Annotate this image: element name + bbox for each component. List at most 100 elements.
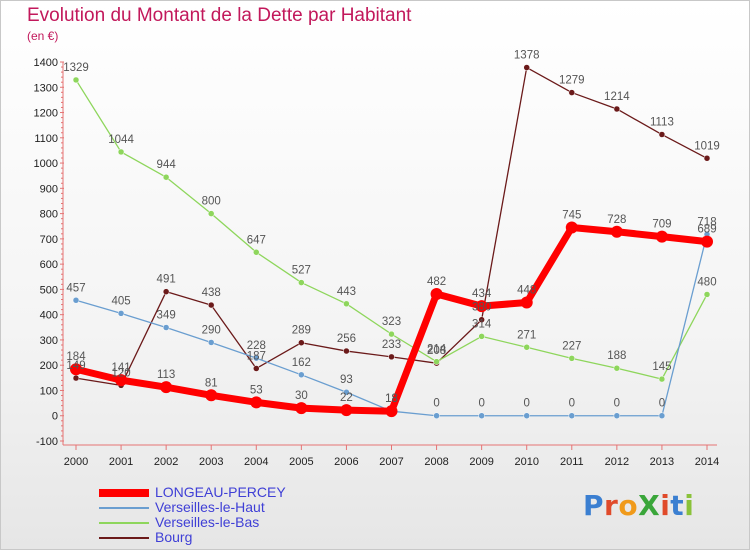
x-tick-label: 2013 bbox=[650, 456, 674, 468]
x-tick-label: 2014 bbox=[695, 456, 719, 468]
logo-letter: i bbox=[684, 489, 695, 522]
data-point bbox=[523, 64, 530, 71]
logo-letter: P bbox=[583, 489, 605, 522]
data-point bbox=[340, 404, 353, 417]
data-label: 187 bbox=[247, 350, 266, 362]
data-label: 405 bbox=[111, 295, 130, 307]
data-point bbox=[613, 364, 621, 372]
y-tick-label: 1400 bbox=[34, 57, 58, 69]
data-label: 944 bbox=[157, 159, 177, 171]
data-label: 93 bbox=[340, 374, 353, 386]
data-point bbox=[253, 354, 260, 362]
data-point bbox=[433, 358, 440, 365]
legend-swatch bbox=[99, 522, 149, 524]
logo-letter: i bbox=[660, 489, 671, 522]
x-tick-label: 2007 bbox=[379, 456, 403, 468]
data-point bbox=[523, 412, 530, 419]
data-label: 0 bbox=[478, 398, 484, 410]
data-label: 184 bbox=[66, 351, 86, 363]
data-label: 18 bbox=[385, 393, 398, 405]
axes: -100010020030040050060070080090010001100… bbox=[34, 57, 720, 468]
data-label: 647 bbox=[247, 234, 266, 246]
data-label: 1019 bbox=[694, 140, 720, 152]
x-tick-label: 2000 bbox=[64, 456, 88, 468]
legend-label: Verseilles-le-Haut bbox=[155, 499, 265, 515]
data-label: 314 bbox=[472, 318, 492, 330]
data-label: 120 bbox=[111, 367, 130, 379]
legend-swatch bbox=[99, 537, 149, 539]
data-point bbox=[520, 296, 533, 309]
data-label: 18 bbox=[385, 393, 398, 405]
data-point bbox=[117, 310, 125, 317]
data-label: 30 bbox=[295, 390, 308, 402]
data-point bbox=[658, 131, 666, 138]
data-label: 0 bbox=[659, 398, 665, 410]
data-point bbox=[72, 374, 80, 382]
y-tick-label: 900 bbox=[40, 183, 58, 195]
data-label: 1279 bbox=[559, 75, 585, 87]
data-label: 1113 bbox=[650, 117, 674, 129]
x-tick-label: 2008 bbox=[424, 456, 448, 468]
x-tick-label: 2010 bbox=[514, 456, 538, 468]
legend-label: Bourg bbox=[155, 529, 193, 545]
data-point bbox=[117, 148, 125, 156]
data-label: 457 bbox=[66, 282, 85, 294]
data-label: 113 bbox=[157, 369, 175, 381]
data-point bbox=[72, 297, 80, 304]
x-tick-label: 2003 bbox=[199, 456, 223, 468]
data-label: 527 bbox=[292, 265, 311, 277]
logo-letter: X bbox=[638, 489, 661, 522]
data-point bbox=[160, 381, 173, 394]
data-label: 289 bbox=[292, 325, 311, 337]
logo-letter: r bbox=[604, 489, 619, 522]
data-point bbox=[478, 316, 485, 323]
data-point bbox=[115, 374, 128, 387]
data-label: 0 bbox=[569, 398, 575, 410]
data-point bbox=[613, 412, 621, 419]
data-label: 81 bbox=[205, 377, 218, 389]
data-point bbox=[207, 301, 215, 309]
data-label: 233 bbox=[382, 339, 401, 351]
data-labels: 149 120 491 438 187 289 256 233 208 380 1378 1279 12… bbox=[63, 50, 720, 410]
y-tick-label: 100 bbox=[40, 385, 58, 397]
series-longeau-percey bbox=[70, 221, 713, 418]
data-label: 800 bbox=[202, 196, 221, 208]
data-point bbox=[250, 396, 263, 409]
data-label: 480 bbox=[697, 276, 716, 288]
data-label: 0 bbox=[524, 398, 530, 410]
legend-swatch bbox=[99, 507, 149, 509]
data-label: 141 bbox=[111, 362, 130, 374]
data-point bbox=[433, 412, 440, 419]
data-point bbox=[385, 405, 398, 418]
data-point bbox=[295, 402, 308, 415]
data-point bbox=[703, 291, 711, 298]
x-tick-label: 2004 bbox=[244, 456, 268, 468]
y-tick-label: 500 bbox=[40, 284, 58, 296]
data-point bbox=[703, 155, 711, 162]
chart-title: Evolution du Montant de la Dette par Hab… bbox=[27, 5, 412, 26]
x-tick-label: 2009 bbox=[469, 456, 493, 468]
y-tick-label: 1200 bbox=[34, 108, 58, 120]
data-label: 434 bbox=[472, 288, 492, 300]
data-point bbox=[253, 365, 260, 372]
data-label: 228 bbox=[247, 340, 266, 352]
data-label: 482 bbox=[427, 276, 446, 288]
data-label: 443 bbox=[337, 286, 356, 298]
data-point bbox=[205, 389, 218, 402]
data-label: 271 bbox=[517, 329, 536, 341]
data-label: 718 bbox=[697, 216, 716, 228]
y-tick-label: 1100 bbox=[34, 133, 58, 145]
data-label: 1214 bbox=[604, 91, 630, 103]
logo-letter: t bbox=[670, 489, 685, 522]
y-tick-label: 0 bbox=[52, 411, 58, 423]
data-point bbox=[523, 344, 530, 351]
data-point bbox=[478, 333, 485, 340]
data-point bbox=[162, 173, 170, 181]
logo-letter: o bbox=[618, 489, 639, 522]
data-point bbox=[388, 353, 395, 361]
data-point bbox=[655, 230, 668, 243]
data-label: 1329 bbox=[63, 62, 89, 74]
y-tick-label: 600 bbox=[40, 259, 58, 271]
